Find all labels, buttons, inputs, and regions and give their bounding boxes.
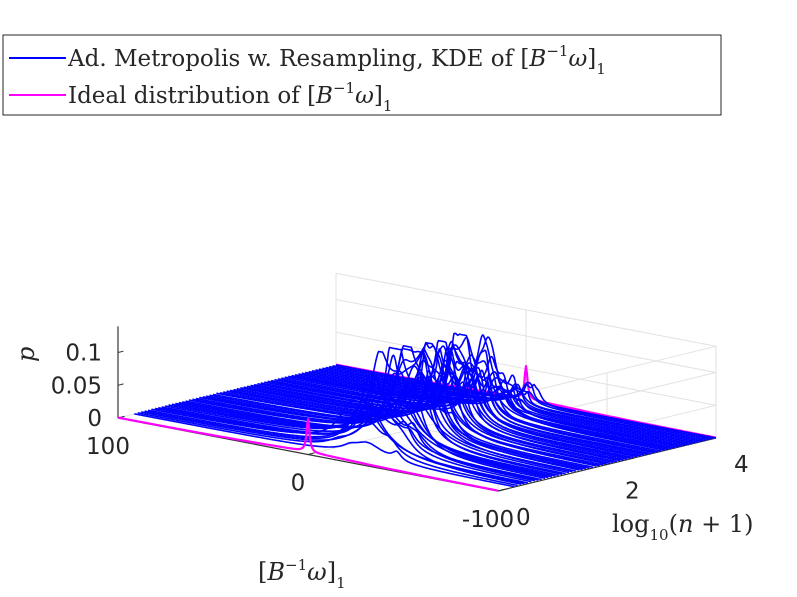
svg-text:p: p: [12, 347, 40, 362]
series-layer: [117, 332, 717, 492]
x-tick-label: 100: [86, 434, 130, 460]
axis-labels: [B−1ω]1 log10(n + 1) p: [12, 347, 753, 592]
kde-curve: [134, 413, 515, 488]
svg-text:[B−1ω]1: [B−1ω]1: [258, 556, 346, 592]
kde-curve: [212, 371, 594, 468]
svg-text:log10(n + 1): log10(n + 1): [612, 510, 753, 544]
legend-box: [2, 34, 722, 116]
z-axis-label: p: [12, 347, 40, 362]
axis-tick: [117, 350, 124, 353]
kde-curve: [164, 377, 546, 480]
x-tick-label: 0: [291, 471, 306, 497]
y-axis-label: log10(n + 1): [612, 510, 753, 544]
z-tick-label: 0: [87, 406, 102, 432]
kde-curve: [236, 348, 618, 463]
kde-curve: [325, 366, 706, 442]
x-tick-label: -100: [462, 507, 514, 533]
y-tick-label: 2: [625, 479, 640, 505]
axis-tick: [117, 383, 124, 386]
ideal-curve-front: [117, 416, 499, 492]
kde-curve: [226, 339, 607, 465]
kde-curve: [243, 359, 624, 461]
axis-tick: [307, 452, 315, 455]
kde-curve: [288, 354, 669, 451]
kde-curve: [158, 404, 539, 481]
z-tick-label: 0.05: [51, 373, 102, 399]
y-tick-label: 0: [516, 505, 531, 531]
kde-curve: [185, 375, 566, 475]
kde-curve: [137, 412, 518, 487]
kde-curve: [223, 359, 604, 466]
legend-label: Ideal distribution of [B−1ω]1: [68, 79, 392, 115]
kde-curve: [274, 334, 655, 454]
z-tick-label: 0.1: [65, 341, 102, 367]
kde-curve: [188, 346, 570, 474]
kde-curve: [305, 371, 686, 447]
kde-curve: [260, 360, 641, 457]
y-tick-label: 4: [734, 452, 749, 478]
kde-curve: [151, 396, 532, 483]
grid-wall-line: [335, 299, 717, 373]
legend-label: Ad. Metropolis w. Resampling, KDE of [B−…: [67, 42, 606, 78]
axis-tick: [497, 488, 505, 492]
kde-curve: [284, 336, 665, 451]
x-axis-label: [B−1ω]1: [258, 556, 346, 592]
kde-curve: [298, 373, 679, 448]
grid-wall-line: [497, 372, 717, 426]
kde-curve: [216, 342, 597, 467]
kde-curve: [192, 347, 573, 473]
kde-curve: [147, 398, 529, 484]
legend: Ad. Metropolis w. Resampling, KDE of [B−…: [2, 34, 722, 116]
